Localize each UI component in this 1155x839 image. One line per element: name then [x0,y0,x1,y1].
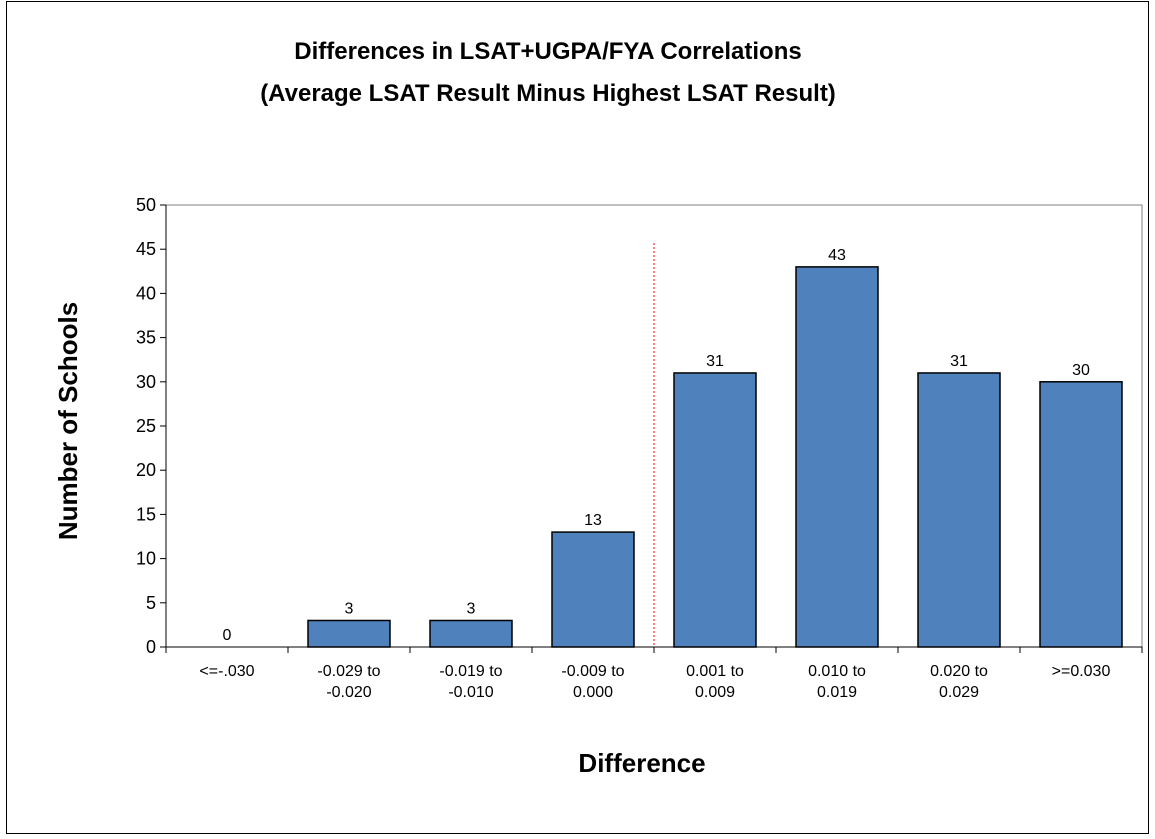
x-tick-label: -0.020 [326,684,371,701]
data-label: 31 [706,353,724,370]
x-tick-label: 0.000 [573,684,613,701]
data-label: 0 [223,627,232,644]
bar [307,619,391,648]
y-tick-label: 0 [146,637,156,657]
y-tick-label: 35 [136,328,156,348]
data-label: 31 [950,353,968,370]
chart-title: Differences in LSAT+UGPA/FYA Correlation… [294,38,801,65]
y-tick-label: 10 [136,549,156,569]
bar [551,531,635,648]
x-tick-label: 0.001 to [686,663,744,680]
y-axis-title: Number of Schools [53,302,83,540]
bar [795,266,879,648]
data-label: 30 [1072,362,1090,379]
bar [429,619,513,648]
y-tick-label: 15 [136,504,156,524]
y-tick-label: 40 [136,283,156,303]
bar [673,372,757,648]
chart-subtitle: (Average LSAT Result Minus Highest LSAT … [260,80,836,107]
bar [917,372,1001,648]
data-label: 3 [467,600,476,617]
y-tick-label: 25 [136,416,156,436]
x-tick-label: >=0.030 [1052,663,1111,680]
x-tick-label: 0.029 [939,684,979,701]
data-label: 43 [828,247,846,264]
data-label: 3 [345,600,354,617]
bar [1039,381,1123,648]
x-tick-label: -0.029 to [317,663,380,680]
x-tick-label: 0.010 to [808,663,866,680]
x-tick-label: 0.009 [695,684,735,701]
x-axis-title: Difference [578,748,705,778]
y-tick-label: 50 [136,195,156,215]
data-label: 13 [584,512,602,529]
y-tick-label: 5 [146,593,156,613]
x-tick-label: 0.020 to [930,663,988,680]
y-tick-label: 30 [136,372,156,392]
y-tick-label: 45 [136,239,156,259]
plot-area: 0 5 10 15 20 25 30 35 40 45 50 0 <=-.030 3 -0.029 to -0… [136,195,1143,701]
x-tick-label: -0.010 [448,684,493,701]
y-tick-label: 20 [136,460,156,480]
x-tick-label: 0.019 [817,684,857,701]
x-tick-label: <=-.030 [199,663,254,680]
chart-frame: Differences in LSAT+UGPA/FYA Correlation… [6,1,1149,834]
x-tick-label: -0.009 to [561,663,624,680]
chart-svg: Differences in LSAT+UGPA/FYA Correlation… [53,38,1143,778]
x-tick-label: -0.019 to [439,663,502,680]
